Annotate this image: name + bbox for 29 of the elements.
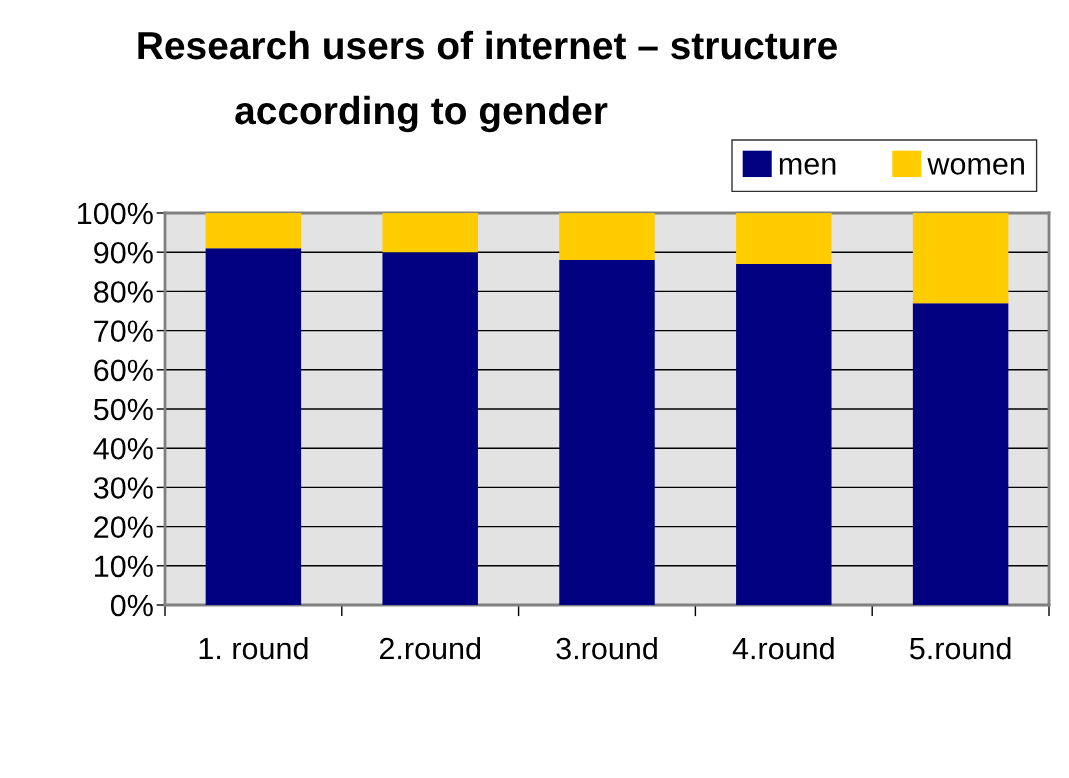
y-tick-label: 90%: [94, 241, 153, 264]
bar: [736, 213, 832, 264]
bar: [205, 213, 302, 249]
y-tick-label: 40%: [93, 437, 153, 460]
y-tick-label: 0%: [110, 594, 153, 617]
legend-label: men: [779, 157, 836, 175]
legend-label: women: [927, 157, 1024, 175]
chart-title: Research users of internet – structure according to gender: [138, 30, 837, 133]
x-tick-label: 2.round: [379, 636, 481, 660]
y-tick-label: 60%: [94, 359, 153, 382]
y-tick-label: 10%: [95, 555, 153, 578]
bar: [912, 303, 1009, 605]
y-tick-label: 70%: [94, 320, 153, 342]
x-tick-label: 5.round: [910, 636, 1011, 660]
x-tick-label: 3.round: [556, 636, 657, 660]
y-tick-label: 50%: [93, 398, 153, 421]
bar: [912, 213, 1009, 304]
x-tick-label: 4.round: [732, 636, 834, 660]
x-tick-label: 1. round: [199, 636, 308, 660]
y-tick-label: 30%: [93, 477, 153, 499]
bar: [382, 252, 478, 605]
bar: [736, 263, 832, 605]
bar: [205, 248, 302, 605]
bar: [559, 260, 655, 605]
y-tick-label: 80%: [94, 281, 153, 303]
y-tick-label: 100%: [78, 202, 153, 225]
bar: [559, 213, 655, 261]
y-tick-label: 20%: [94, 516, 153, 538]
bar: [382, 213, 478, 253]
